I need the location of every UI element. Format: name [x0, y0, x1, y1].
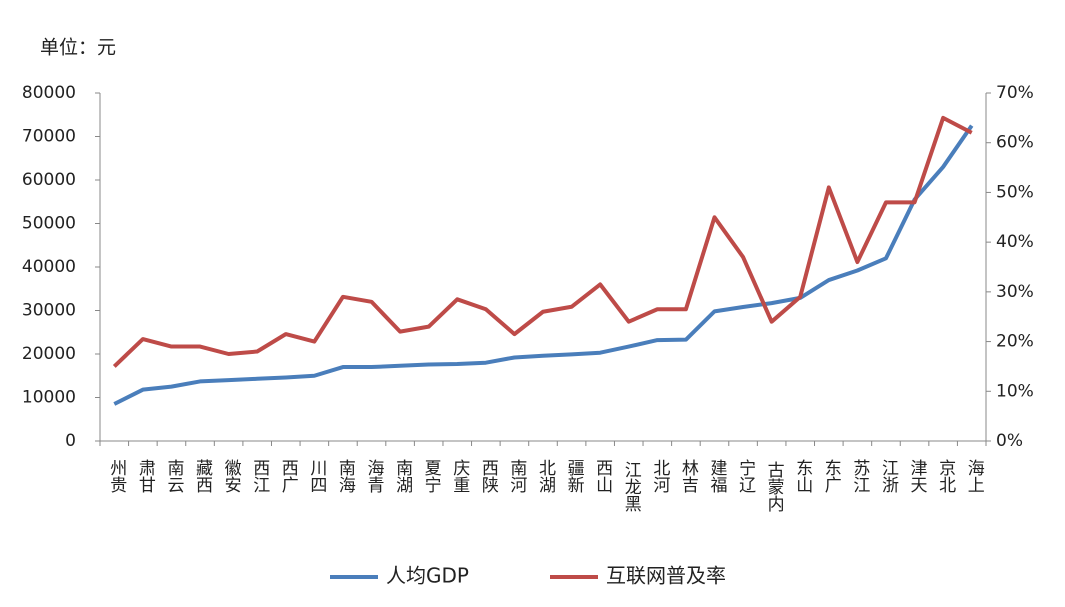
y2-tick-label: 0% [996, 431, 1023, 451]
x-tick-label: 贵州 [110, 459, 127, 496]
x-tick-label: 天津 [911, 459, 928, 496]
y-tick-label: 30000 [22, 301, 76, 321]
x-tick-label: 吉林 [682, 459, 699, 496]
x-tick-label: 甘肃 [139, 459, 156, 496]
x-tick-label: 海南 [339, 459, 356, 496]
x-tick-label: 江苏 [853, 459, 870, 496]
y-tick-label: 10000 [22, 388, 76, 408]
y2-tick-label: 10% [996, 381, 1034, 401]
y2-tick-label: 50% [996, 182, 1034, 202]
y-tick-label: 80000 [22, 83, 76, 103]
y2-tick-label: 60% [996, 133, 1034, 153]
x-tick-label: 内蒙古 [768, 461, 785, 515]
x-tick-label: 河北 [653, 459, 670, 496]
x-tick-label: 黑龙江 [625, 461, 642, 515]
y2-tick-label: 20% [996, 332, 1034, 352]
x-tick-label: 陕西 [482, 459, 499, 496]
series-line [112, 115, 973, 368]
x-tick-label: 湖北 [539, 459, 556, 496]
y-tick-label: 20000 [22, 344, 76, 364]
x-tick-label: 云南 [167, 459, 184, 496]
x-tick-label: 山东 [796, 459, 813, 496]
x-tick-label: 山西 [596, 459, 613, 496]
y-tick-label: 50000 [22, 214, 76, 234]
legend-label: 人均GDP [386, 564, 469, 588]
x-tick-label: 上海 [968, 459, 985, 496]
y-tick-label: 70000 [22, 127, 76, 147]
series-line [113, 124, 974, 406]
x-tick-label: 西藏 [196, 459, 213, 496]
x-tick-label: 江西 [253, 459, 270, 496]
x-tick-label: 广西 [282, 459, 299, 496]
x-tick-label: 湖南 [396, 459, 413, 496]
unit-label: 单位：元 [40, 37, 116, 59]
legend-label: 互联网普及率 [606, 564, 726, 588]
x-tick-label: 河南 [510, 459, 527, 496]
y-tick-label: 60000 [22, 170, 76, 190]
x-tick-label: 福建 [710, 459, 727, 496]
x-tick-label: 新疆 [568, 459, 585, 496]
x-tick-label: 四川 [310, 459, 327, 496]
x-tick-label: 安徽 [225, 459, 242, 496]
x-tick-label: 广东 [825, 459, 842, 496]
x-tick-label: 浙江 [882, 459, 899, 496]
y2-tick-label: 40% [996, 232, 1034, 252]
y-tick-label: 40000 [22, 257, 76, 277]
x-tick-label: 青海 [368, 459, 385, 496]
x-tick-label: 北京 [939, 459, 956, 496]
y2-tick-label: 70% [996, 83, 1034, 103]
x-tick-label: 宁夏 [425, 459, 442, 496]
x-tick-label: 辽宁 [739, 459, 756, 496]
x-tick-label: 重庆 [453, 459, 470, 496]
y2-tick-label: 30% [996, 282, 1034, 302]
y-tick-label: 0 [65, 431, 76, 451]
